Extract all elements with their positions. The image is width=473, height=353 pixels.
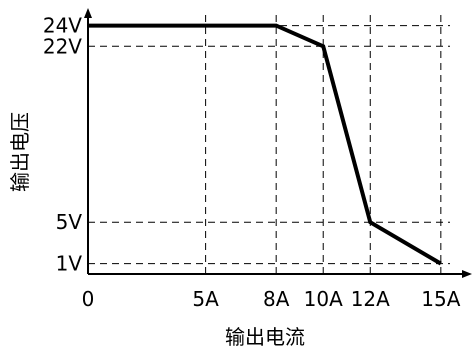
x-tick-label: 8A: [263, 287, 290, 311]
y-tick-label: 5V: [56, 210, 83, 234]
series-layer: [88, 23, 442, 266]
y-tick-label: 1V: [56, 252, 83, 276]
x-tick-label: 0: [82, 287, 95, 311]
x-tick-label: 5A: [192, 287, 219, 311]
y-tick-label: 24V: [43, 14, 82, 38]
x-tick-label: 12A: [351, 287, 390, 311]
x-tick-label: 15A: [421, 287, 460, 311]
y-axis-arrow: [84, 8, 92, 18]
y-tick-label: 22V: [43, 34, 82, 58]
x-axis-arrow: [462, 270, 472, 278]
x-tick-label: 10A: [304, 287, 343, 311]
series-line: [88, 23, 442, 266]
y-axis-title: 输出电压: [8, 112, 32, 192]
x-axis-title: 输出电流: [225, 325, 305, 349]
axes: [84, 8, 472, 278]
